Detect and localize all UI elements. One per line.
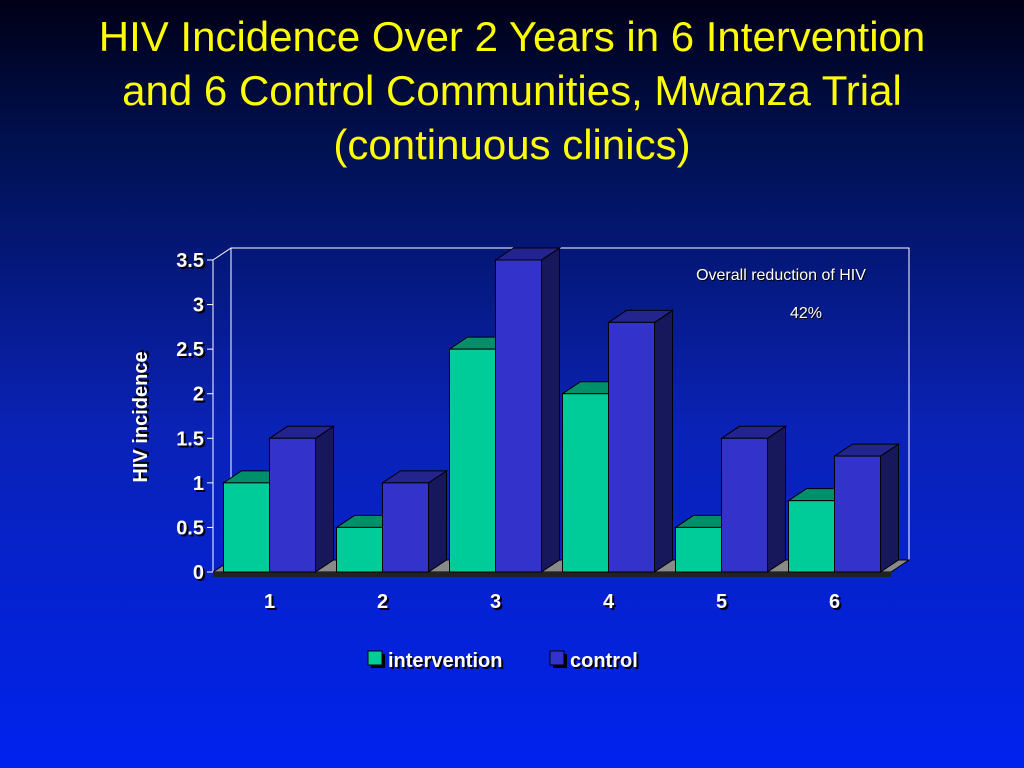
y-tick-label-shadow: 0.5 bbox=[178, 519, 206, 541]
y-tick-label: 0 bbox=[193, 562, 204, 584]
y-tick-label: 2.5 bbox=[176, 339, 204, 361]
annotation-line-1-shadow: Overall reduction of HIV bbox=[697, 268, 867, 285]
y-tick-label-shadow: 2.5 bbox=[178, 341, 206, 363]
x-tick-label-shadow: 5 bbox=[718, 593, 729, 615]
bar-front bbox=[449, 348, 496, 573]
legend-label: control bbox=[570, 650, 638, 672]
x-tick-label: 5 bbox=[716, 591, 727, 613]
legend-swatch bbox=[367, 650, 383, 666]
x-tick-label-shadow: 3 bbox=[492, 593, 503, 615]
legend-swatch bbox=[549, 650, 565, 666]
bar-front bbox=[721, 437, 768, 573]
bar-front bbox=[336, 526, 383, 573]
annotation-line-1: Overall reduction of HIV bbox=[696, 267, 866, 284]
x-tick-label: 4 bbox=[603, 591, 615, 613]
bar-front bbox=[223, 482, 270, 573]
bar-side bbox=[880, 443, 899, 573]
x-axis-ticks: 11 22 33 44 55 66 bbox=[264, 591, 842, 615]
annotation-line-2-shadow: 42% bbox=[791, 306, 823, 323]
y-axis-title-text: HIV incidence bbox=[130, 351, 152, 482]
bar-front bbox=[675, 526, 722, 573]
bar-control-1 bbox=[267, 425, 336, 573]
annotation-line-2: 42% bbox=[790, 305, 822, 322]
y-tick-label-shadow: 1 bbox=[195, 475, 206, 497]
x-tick-label: 1 bbox=[264, 591, 275, 613]
y-tick-label: 3.5 bbox=[176, 250, 204, 272]
bar-front bbox=[382, 482, 429, 573]
y-tick-label-shadow: 3.5 bbox=[178, 252, 206, 274]
bar-control-6 bbox=[832, 443, 901, 573]
y-tick-label-shadow: 0 bbox=[195, 564, 206, 586]
x-tick-label: 6 bbox=[829, 591, 840, 613]
bar-control-2 bbox=[380, 469, 449, 573]
x-tick-label: 3 bbox=[490, 591, 501, 613]
legend-label-shadow: control bbox=[572, 652, 640, 674]
bar-side bbox=[315, 425, 334, 573]
bar-side bbox=[428, 469, 447, 573]
x-tick-label-shadow: 2 bbox=[379, 593, 390, 615]
y-tick-label-shadow: 2 bbox=[195, 386, 206, 408]
bar-front bbox=[608, 321, 655, 573]
legend-label: intervention bbox=[388, 650, 502, 672]
y-axis-title-shadow: HIV incidence bbox=[132, 349, 154, 480]
bar-front bbox=[834, 455, 881, 573]
plot-side-wall-edge bbox=[212, 247, 232, 261]
bar-side bbox=[541, 247, 560, 573]
bar-control-5 bbox=[719, 425, 788, 573]
y-tick-label-shadow: 1.5 bbox=[178, 430, 206, 452]
y-tick-label-shadow: 3 bbox=[195, 297, 206, 319]
bar-control-3 bbox=[493, 247, 562, 573]
bar-side bbox=[767, 425, 786, 573]
title-line-1: HIV Incidence Over 2 Years in 6 Interven… bbox=[98, 13, 926, 60]
annotation: Overall reduction of HIV Overall reducti… bbox=[696, 267, 867, 323]
bar-control-4 bbox=[606, 309, 675, 573]
bars bbox=[221, 247, 901, 573]
y-tick-label: 2 bbox=[193, 384, 204, 406]
plot-floor-front-edge bbox=[213, 572, 891, 577]
bar-front bbox=[788, 500, 835, 573]
y-tick-label: 3 bbox=[193, 295, 204, 317]
x-tick-label-shadow: 6 bbox=[831, 593, 842, 615]
legend-label-shadow: intervention bbox=[390, 652, 504, 674]
y-tick-label: 0.5 bbox=[176, 517, 204, 539]
title-line-3: (continuous clinics) bbox=[333, 121, 691, 168]
slide-title: HIV Incidence Over 2 Years in 6 Interven… bbox=[0, 10, 1024, 172]
y-tick-label: 1 bbox=[193, 473, 204, 495]
bar-front bbox=[269, 437, 316, 573]
bar-front bbox=[562, 393, 609, 573]
x-tick-label-shadow: 1 bbox=[266, 593, 277, 615]
title-line-2: and 6 Control Communities, Mwanza Trial bbox=[122, 67, 902, 114]
x-tick-label: 2 bbox=[377, 591, 388, 613]
y-tick-label: 1.5 bbox=[176, 428, 204, 450]
bar-side bbox=[654, 309, 673, 573]
bar-front bbox=[495, 259, 542, 573]
y-axis-title: HIV incidence HIV incidence bbox=[130, 349, 154, 482]
x-tick-label-shadow: 4 bbox=[605, 593, 617, 615]
